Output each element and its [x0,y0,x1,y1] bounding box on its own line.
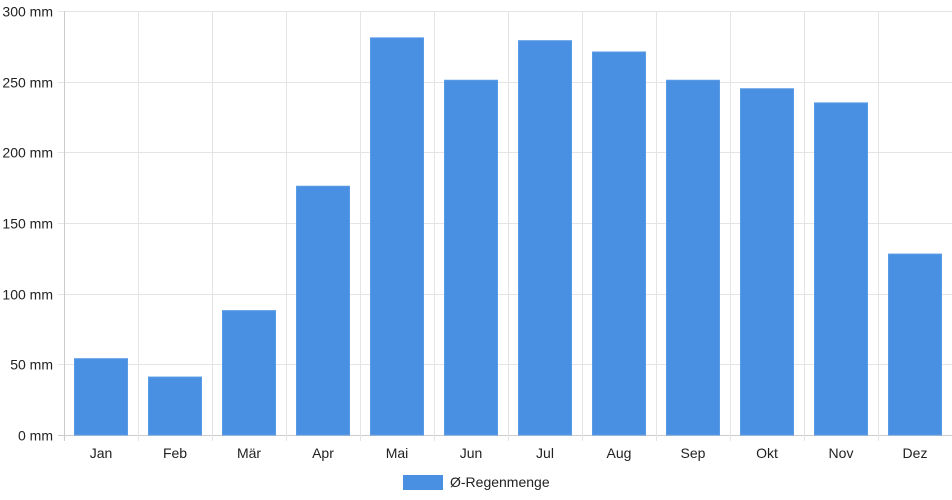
bar-okt[interactable] [740,88,794,436]
legend-swatch [403,475,443,490]
y-tick-label: 200 mm [2,145,53,161]
bar-jun[interactable] [444,79,498,436]
x-tick-label: Feb [163,445,187,461]
legend-label: Ø-Regenmenge [450,474,550,490]
bar-aug[interactable] [592,51,646,436]
bars [74,37,942,436]
bar-jan[interactable] [74,358,128,436]
bar-feb[interactable] [148,376,202,436]
x-tick-label: Aug [607,445,632,461]
y-tick-label: 0 mm [18,428,53,444]
bar-sep[interactable] [666,79,720,436]
bar-dez[interactable] [888,253,942,436]
x-tick-label: Sep [681,445,706,461]
x-tick-label: Jul [536,445,554,461]
bar-nov[interactable] [814,102,868,436]
x-tick-label: Nov [829,445,854,461]
x-tick-label: Mär [237,445,261,461]
grid-lines [58,11,952,441]
x-tick-label: Jan [90,445,113,461]
y-tick-label: 250 mm [2,75,53,91]
bar-apr[interactable] [296,185,350,436]
x-tick-label: Dez [903,445,928,461]
x-tick-label: Jun [460,445,483,461]
bar-jul[interactable] [518,40,572,436]
y-tick-label: 300 mm [2,4,53,20]
x-tick-label: Okt [756,445,778,461]
y-tick-label: 50 mm [10,357,53,373]
x-tick-label: Apr [312,445,334,461]
y-axis-tick-labels: 0 mm 50 mm 100 mm 150 mm 200 mm 250 mm 300 mm [2,4,53,444]
y-tick-label: 150 mm [2,216,53,232]
y-tick-label: 100 mm [2,287,53,303]
bar-mai[interactable] [370,37,424,436]
bar-mär[interactable] [222,310,276,436]
legend[interactable]: Ø-Regenmenge [403,474,550,490]
x-tick-label: Mai [386,445,409,461]
x-axis-tick-labels: Jan Feb Mär Apr Mai Jun Jul Aug Sep Okt Nov Dez [90,445,928,461]
